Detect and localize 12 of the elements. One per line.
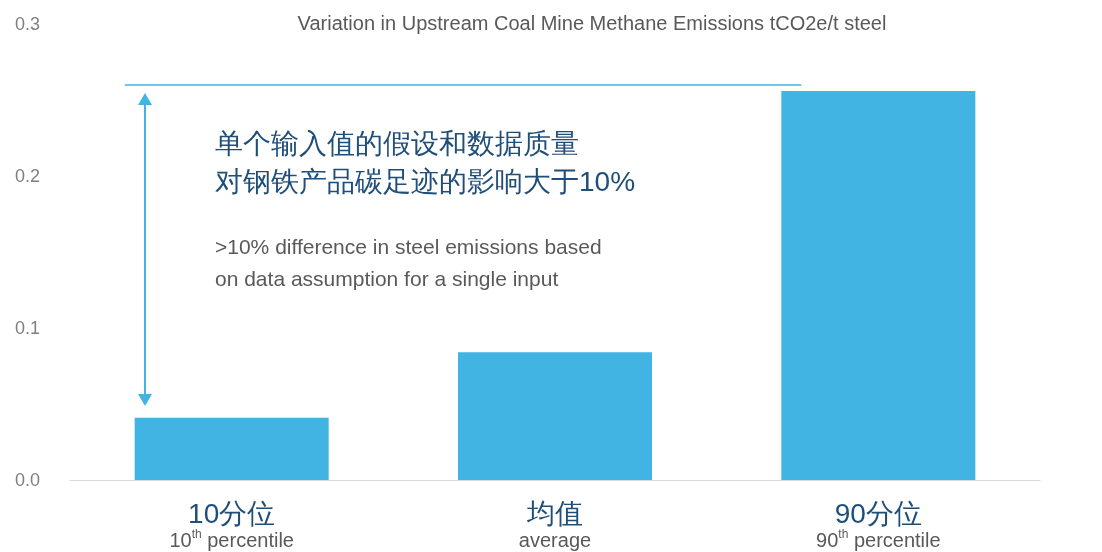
annotation: 单个输入值的假设和数据质量 bbox=[215, 127, 579, 159]
x-tick-label: 均值 average bbox=[518, 497, 592, 551]
y-tick-label: 0.3 bbox=[14, 14, 40, 34]
bar bbox=[458, 352, 652, 480]
annotation: 对钢铁产品碳足迹的影响大于10% bbox=[215, 165, 636, 197]
bar bbox=[781, 90, 976, 480]
bar bbox=[134, 417, 329, 480]
y-tick-label: 0.0 bbox=[14, 470, 40, 490]
annotation: >10% difference in steel emissions based on data assumption for a single input bbox=[215, 234, 602, 290]
chart-title: Variation in Upstream Coal Mine Methane Emissions tCO2e/t steel bbox=[297, 12, 887, 34]
y-tick-label: 0.1 bbox=[14, 318, 40, 338]
y-tick-label: 0.2 bbox=[14, 166, 40, 186]
